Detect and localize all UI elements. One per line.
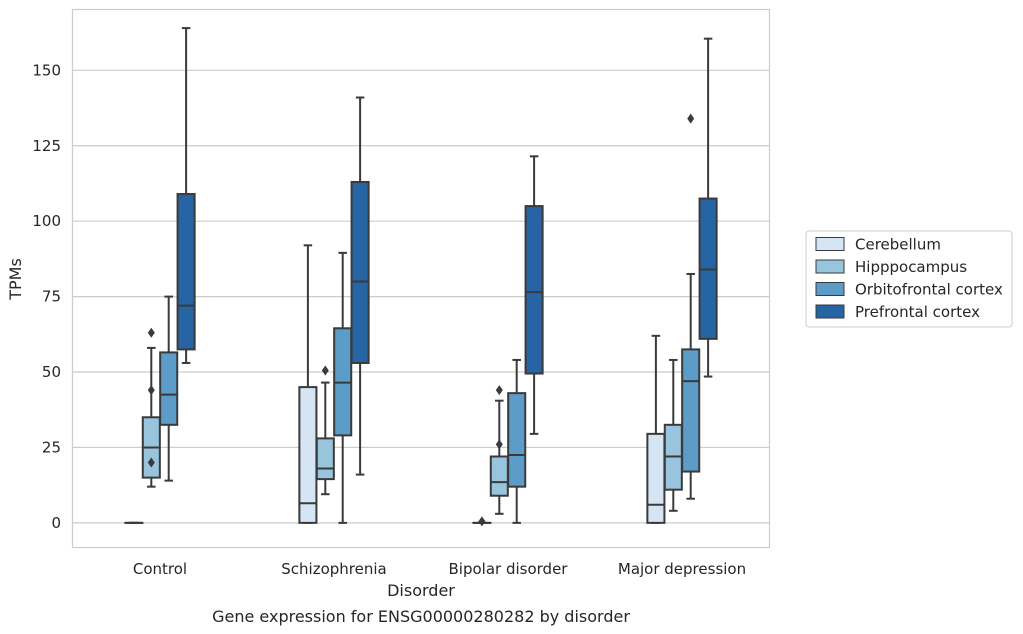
y-tick-label: 50: [42, 363, 61, 381]
y-tick-label: 150: [32, 61, 61, 79]
box-body: [524, 205, 544, 375]
y-tick-label: 125: [32, 137, 61, 155]
y-axis-title: TPMs: [6, 258, 25, 301]
outlier-point: [147, 327, 155, 338]
legend-swatch: [815, 259, 845, 274]
x-axis-title: Disorder: [387, 581, 455, 600]
y-tick-label: 0: [51, 514, 61, 532]
legend-swatch: [815, 304, 845, 319]
box-cerebellum: [646, 334, 666, 524]
x-tick-label: Control: [133, 560, 187, 578]
box-prefrontal-cortex: [176, 27, 196, 364]
box-body: [176, 193, 196, 351]
box-body: [159, 351, 179, 426]
y-tick-label: 25: [42, 438, 61, 456]
legend-label: Hipppocampus: [855, 258, 967, 276]
outlier-point: [495, 439, 503, 450]
y-tick-label: 100: [32, 212, 61, 230]
box-prefrontal-cortex: [350, 96, 370, 476]
x-tick-labels: Control Schizophrenia Bipolar disorder Majo…: [133, 560, 746, 578]
legend-label: Orbitofrontal cortex: [855, 281, 1003, 299]
chart-caption: Gene expression for ENSG00000280282 by d…: [212, 607, 630, 626]
legend-swatch: [815, 237, 845, 251]
outlier-point: [147, 385, 155, 396]
box-body: [315, 437, 335, 481]
box-body: [489, 455, 509, 497]
box-hipppocampus: [489, 385, 509, 515]
box-hipppocampus: [663, 358, 683, 512]
box-cerebellum: [298, 244, 318, 524]
outlier-point: [478, 516, 486, 527]
legend: Cerebellum Hipppocampus Orbitofrontal cort…: [805, 230, 1013, 328]
plot-frame: [71, 8, 771, 549]
box-body: [350, 180, 370, 364]
box-orbitofrontal-cortex: [507, 358, 527, 524]
box-cerebellum: [472, 516, 492, 527]
box-prefrontal-cortex: [524, 155, 544, 435]
x-tick-label: Schizophrenia: [281, 560, 386, 578]
legend-label: Cerebellum: [855, 236, 941, 254]
legend-swatch: [815, 282, 845, 296]
box-prefrontal-cortex: [698, 37, 718, 378]
legend-frame: [805, 230, 1013, 328]
outlier-point: [321, 365, 329, 376]
boxes: [124, 27, 718, 527]
box-hipppocampus: [315, 365, 335, 496]
box-body: [507, 392, 527, 488]
box-body: [681, 348, 701, 473]
y-tick-label: 75: [42, 288, 61, 306]
legend-label: Prefrontal cortex: [855, 303, 980, 321]
outlier-point: [147, 457, 155, 468]
box-orbitofrontal-cortex: [159, 295, 179, 482]
outlier-point: [495, 385, 503, 396]
box-orbitofrontal-cortex: [333, 251, 353, 524]
y-tick-labels: 0 25 50 75 100 125 150: [32, 61, 61, 532]
x-tick-label: Bipolar disorder: [449, 560, 569, 578]
box-body: [646, 432, 666, 524]
box-orbitofrontal-cortex: [681, 113, 701, 500]
box-hipppocampus: [141, 327, 161, 488]
x-tick-label: Major depression: [618, 560, 746, 578]
outlier-point: [687, 113, 695, 124]
